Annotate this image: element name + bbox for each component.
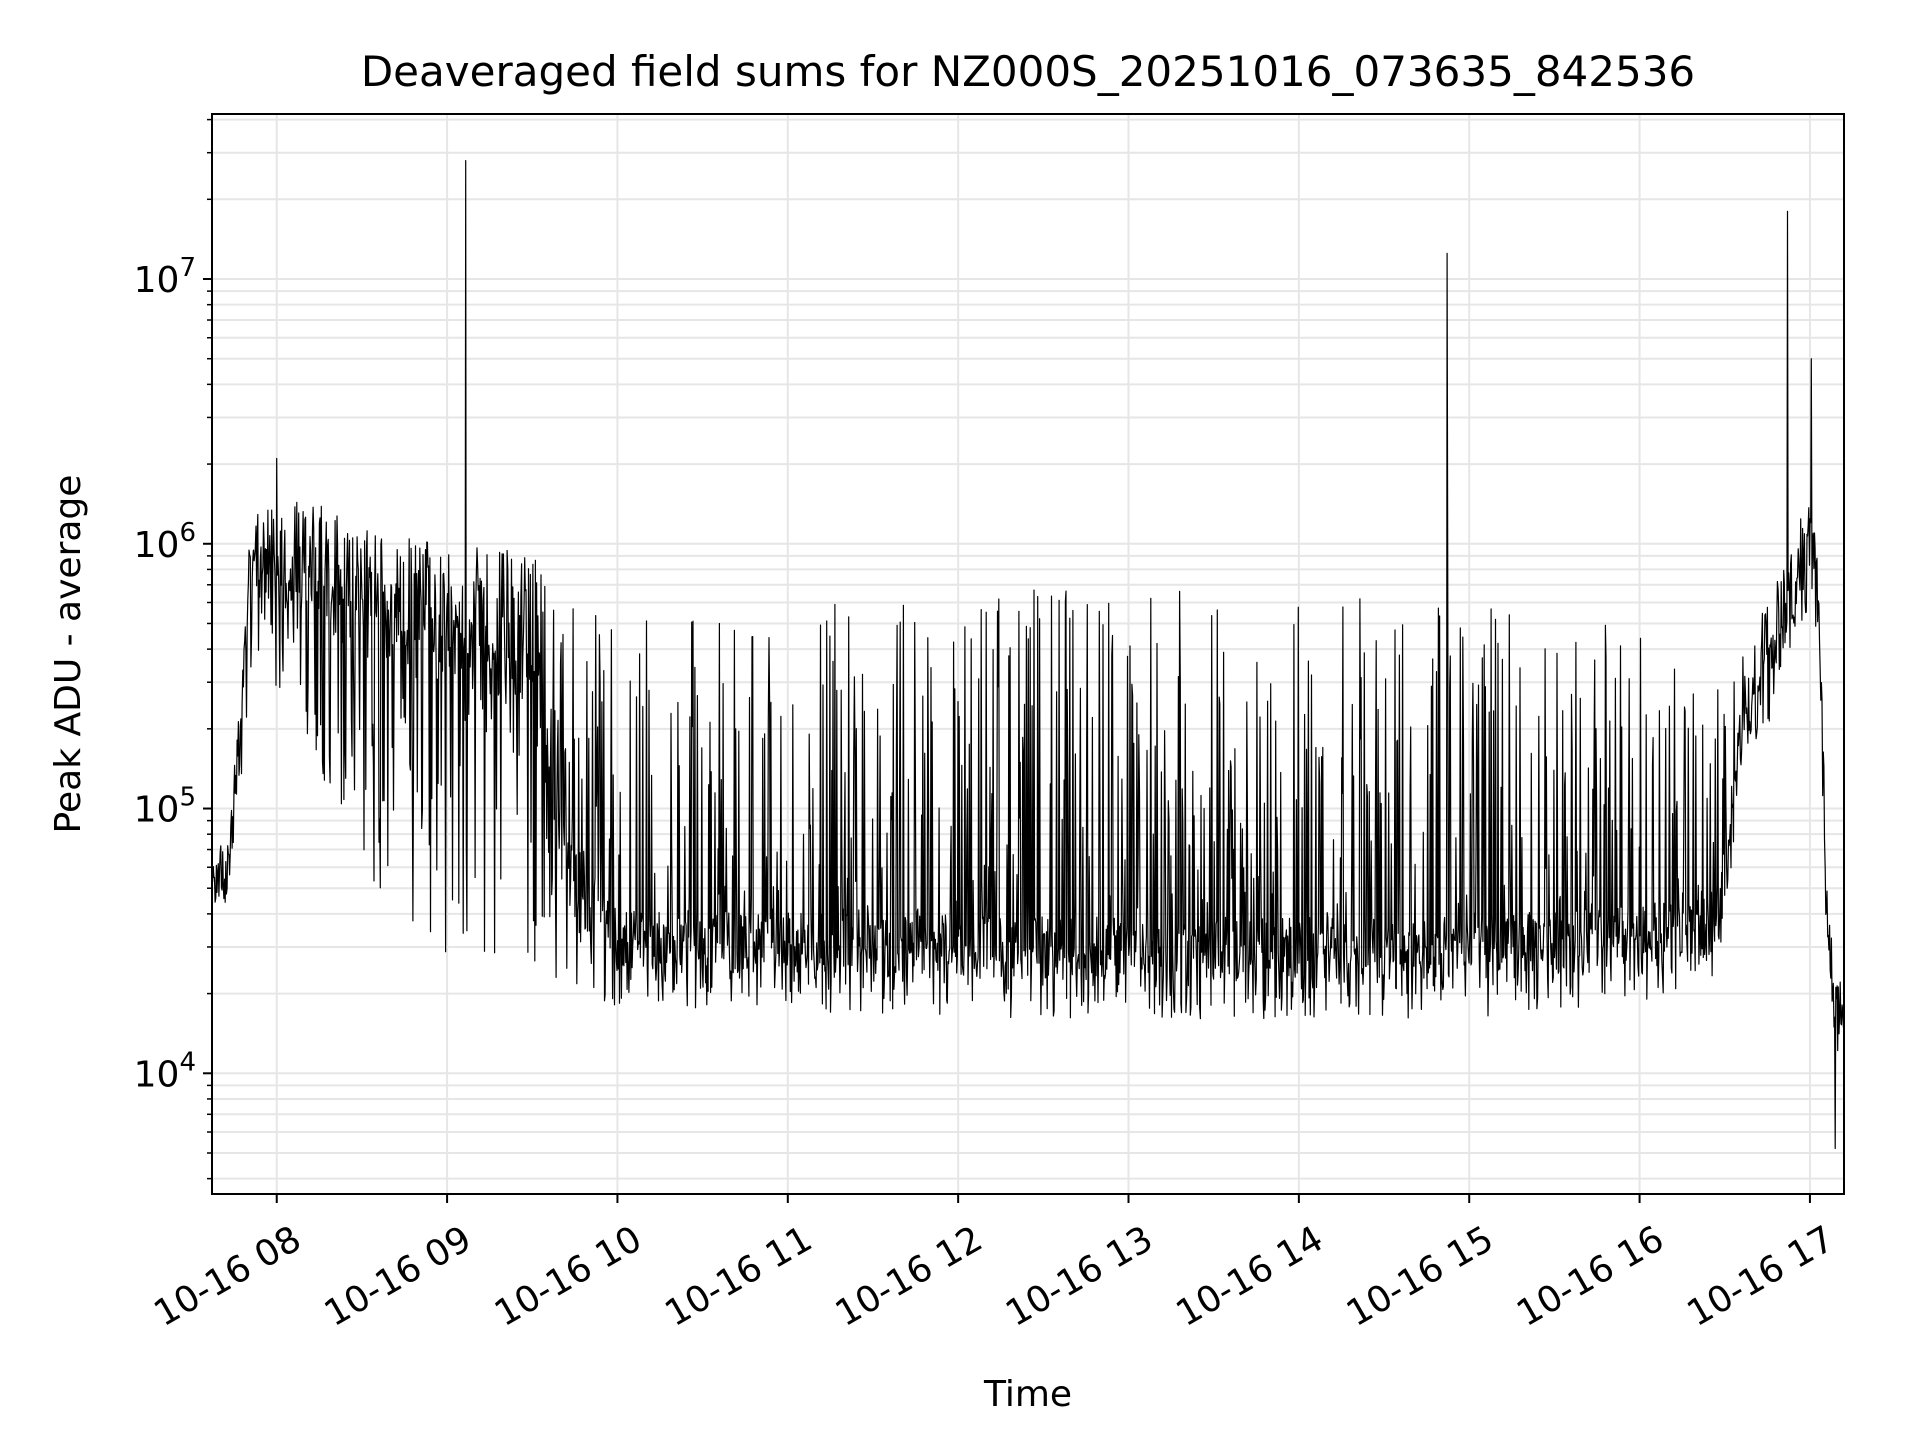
x-axis-label: Time (983, 1374, 1072, 1415)
y-tick-label-exponent: 6 (179, 518, 196, 548)
y-tick-label: 104 (134, 1047, 196, 1095)
y-tick-label: 105 (134, 783, 196, 831)
y-tick-label-base: 10 (134, 525, 180, 566)
y-tick-label-base: 10 (134, 260, 180, 301)
plot-area-frame (211, 113, 1845, 1195)
y-axis-label: Peak ADU - average (48, 475, 89, 834)
y-tick-label-base: 10 (134, 1054, 180, 1095)
y-tick-label: 107 (134, 253, 196, 301)
y-tick-label-exponent: 4 (179, 1047, 196, 1077)
series-layer (212, 160, 1844, 1150)
y-tick-label-exponent: 5 (179, 783, 196, 813)
series-line (212, 160, 1844, 1150)
y-tick-label-exponent: 7 (179, 253, 196, 283)
y-tick-label: 106 (134, 518, 196, 566)
chart-title: Deaveraged field sums for NZ000S_2025101… (361, 47, 1695, 96)
y-tick-label-base: 10 (134, 790, 180, 831)
